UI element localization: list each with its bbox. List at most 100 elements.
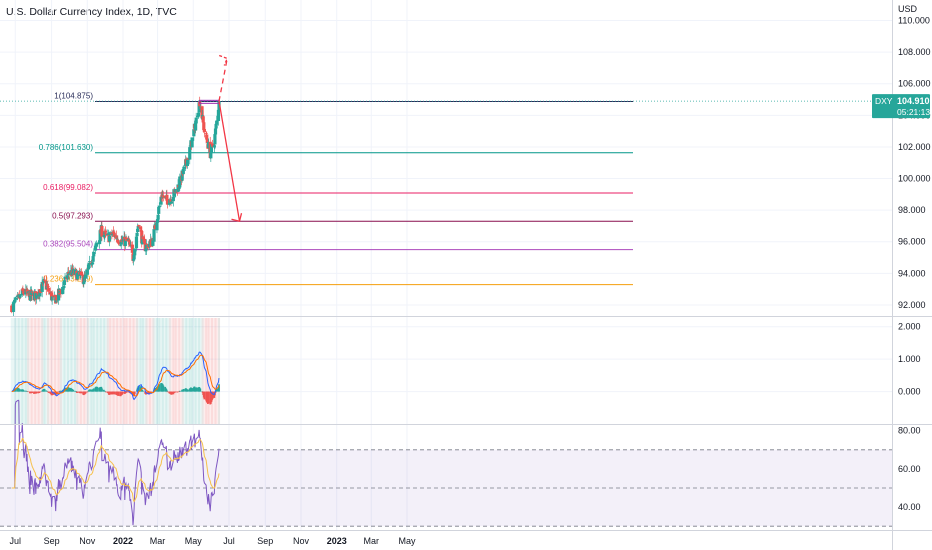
macd-regime-band [132, 318, 139, 424]
currency-label: USD [898, 4, 918, 14]
macd-regime-band [103, 318, 109, 424]
candle-body [206, 142, 211, 149]
y-tick-label: 80.00 [898, 426, 921, 436]
bearish-projection-line [218, 101, 241, 222]
candle-body [10, 305, 14, 313]
candle-body [196, 112, 201, 117]
candle-body [209, 152, 213, 159]
y-tick-label: 2.000 [898, 322, 921, 332]
candle-body [40, 281, 44, 292]
candle-body [145, 243, 149, 245]
macd-regime-band [106, 318, 112, 424]
candle-body [215, 120, 219, 125]
price-badge-symbol: DXY [875, 96, 893, 106]
candle-body [204, 133, 208, 134]
macd-regime-band [129, 318, 135, 424]
fib-level-label: 0.382(95.504) [43, 240, 93, 249]
candle-body [11, 302, 16, 312]
candle-body [177, 186, 181, 189]
macd-histogram-bar [92, 388, 95, 392]
macd-histogram-bar [72, 389, 75, 392]
candle-body [22, 293, 26, 295]
candle-body [74, 270, 78, 272]
candle-body [130, 244, 134, 253]
macd-histogram-bar [96, 387, 99, 392]
macd-histogram-bar [166, 391, 169, 393]
candle-body [185, 158, 190, 167]
x-tick-label: Mar [364, 536, 380, 546]
rsi-ma-line [11, 437, 220, 503]
fib-level-label: 0.618(99.082) [43, 183, 93, 192]
macd-histogram-bar [23, 390, 25, 392]
candle-body [96, 243, 100, 244]
bullish-arrowhead [218, 54, 229, 66]
candle-body [88, 261, 92, 262]
macd-histogram-bar [199, 388, 202, 392]
candle-body [30, 291, 34, 296]
macd-regime-band [83, 318, 89, 424]
macd-regime-band [198, 318, 204, 424]
price-badge[interactable] [872, 94, 930, 119]
candle-body [116, 241, 120, 244]
candle-body [93, 245, 98, 251]
macd-histogram-bar [166, 390, 168, 392]
candle-body [217, 101, 221, 111]
candle-body [116, 239, 120, 242]
macd-histogram-bar [191, 388, 193, 392]
macd-histogram-bar [105, 391, 107, 393]
candle-body [188, 147, 192, 160]
candle-body [152, 229, 156, 242]
candle-body [156, 214, 160, 220]
candle-body [169, 199, 173, 203]
candle-body [47, 287, 51, 292]
candle-body [140, 236, 144, 245]
candle-body [62, 285, 66, 289]
macd-regime-band [172, 318, 177, 424]
y-tick-label: 110.000 [898, 16, 930, 26]
macd-histogram-bar [76, 391, 79, 393]
candle-body [192, 129, 196, 137]
candle-body [200, 106, 204, 119]
candle-body [196, 115, 200, 118]
macd-regime-band [207, 318, 213, 424]
candle-body [198, 106, 202, 108]
macd-regime-band [96, 318, 102, 424]
candle-body [165, 194, 169, 200]
candle-body [82, 275, 86, 283]
candle-body [91, 256, 95, 262]
candle-body [213, 128, 218, 135]
candle-body [18, 294, 22, 298]
candle-body [131, 258, 136, 261]
candle-body [62, 280, 67, 286]
price-badge-countdown: 05:21:13 [897, 107, 930, 117]
macd-histogram-bar [170, 391, 173, 395]
macd-histogram-bar [19, 389, 21, 392]
macd-regime-band [218, 318, 221, 424]
candle-body [34, 293, 38, 299]
macd-regime-band [37, 318, 44, 424]
macd-histogram-bar [35, 391, 38, 394]
candle-body [172, 189, 176, 197]
macd-line [11, 351, 220, 401]
price-badge-value: 104.910 [897, 96, 930, 106]
candle-body [61, 286, 65, 295]
macd-histogram-bar [86, 391, 89, 393]
candle-body [210, 143, 215, 147]
macd-regime-band [86, 318, 93, 424]
candle-body [119, 244, 123, 246]
macd-regime-band [112, 318, 119, 424]
macd-histogram-bar [176, 391, 179, 393]
macd-regime-band [92, 318, 99, 424]
candle-body [86, 267, 91, 270]
macd-histogram-bar [150, 391, 153, 393]
macd-histogram-bar [218, 384, 220, 392]
candle-body [135, 232, 139, 237]
macd-regime-band [57, 318, 62, 424]
candle-body [100, 225, 104, 237]
candle-body [144, 248, 148, 252]
macd-regime-band [99, 318, 106, 424]
macd-regime-band [152, 318, 158, 424]
candlesticks [10, 96, 221, 317]
candle-body [133, 248, 137, 256]
